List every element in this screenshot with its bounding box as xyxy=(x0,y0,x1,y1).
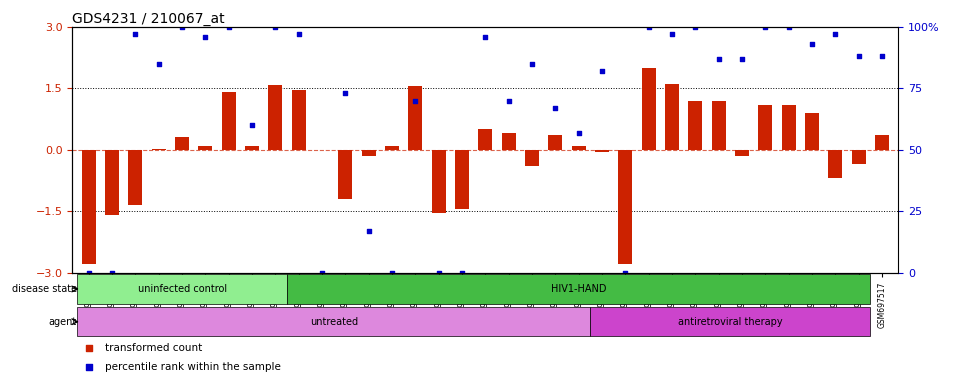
Point xyxy=(781,24,796,30)
Bar xyxy=(665,84,679,150)
Text: uninfected control: uninfected control xyxy=(137,284,227,294)
Point xyxy=(628,267,643,273)
Point xyxy=(711,56,726,62)
Point xyxy=(198,34,213,40)
Bar xyxy=(689,101,702,150)
Bar xyxy=(712,101,725,150)
Point xyxy=(175,24,190,30)
Bar xyxy=(409,86,422,150)
FancyBboxPatch shape xyxy=(77,307,590,336)
Bar xyxy=(361,150,376,156)
Bar xyxy=(501,133,516,150)
Point xyxy=(665,31,680,37)
Bar xyxy=(198,146,213,150)
Point xyxy=(244,122,260,128)
Bar xyxy=(128,150,142,205)
Point xyxy=(641,24,657,30)
Point xyxy=(221,24,237,30)
Point xyxy=(314,270,329,276)
Text: disease state: disease state xyxy=(12,284,77,294)
Point xyxy=(431,270,446,276)
Point xyxy=(361,228,377,234)
Bar xyxy=(245,146,259,150)
Text: transformed count: transformed count xyxy=(105,343,203,353)
Bar xyxy=(526,150,539,166)
Bar xyxy=(175,137,189,150)
Bar xyxy=(641,68,656,150)
Bar xyxy=(152,149,166,150)
Point xyxy=(851,53,867,60)
Point xyxy=(81,270,97,276)
Bar xyxy=(269,85,282,150)
Bar xyxy=(292,90,306,150)
Bar xyxy=(478,129,493,150)
Bar xyxy=(781,105,796,150)
Point xyxy=(128,31,143,37)
Point xyxy=(268,24,283,30)
Bar xyxy=(338,150,353,199)
Point xyxy=(548,105,563,111)
Point xyxy=(571,129,586,136)
Text: antiretroviral therapy: antiretroviral therapy xyxy=(678,317,782,327)
Text: percentile rank within the sample: percentile rank within the sample xyxy=(105,362,281,372)
Bar xyxy=(105,150,119,215)
Point xyxy=(384,270,400,276)
Point xyxy=(805,41,820,47)
Bar xyxy=(595,150,610,152)
Bar xyxy=(549,136,562,150)
Point xyxy=(525,61,540,67)
Bar xyxy=(455,150,469,209)
Point xyxy=(501,98,517,104)
Bar xyxy=(385,146,399,150)
Point xyxy=(828,31,843,37)
Point xyxy=(291,31,306,37)
Text: HIV1-HAND: HIV1-HAND xyxy=(551,284,607,294)
Bar xyxy=(222,93,236,150)
Point xyxy=(104,270,120,276)
Bar xyxy=(432,150,445,213)
Bar xyxy=(829,150,842,179)
Bar xyxy=(805,113,819,150)
Bar xyxy=(758,105,773,150)
FancyBboxPatch shape xyxy=(287,274,870,304)
Point xyxy=(628,94,643,100)
Point xyxy=(874,53,890,60)
FancyBboxPatch shape xyxy=(590,307,870,336)
Bar xyxy=(875,136,889,150)
Bar xyxy=(852,150,866,164)
Point xyxy=(151,61,166,67)
Point xyxy=(617,270,633,276)
Point xyxy=(757,24,773,30)
FancyBboxPatch shape xyxy=(77,274,287,304)
Bar xyxy=(572,146,585,150)
Bar xyxy=(735,150,749,156)
Point xyxy=(408,98,423,104)
Point xyxy=(477,34,493,40)
Bar xyxy=(618,150,633,265)
Bar xyxy=(82,150,96,265)
Text: untreated: untreated xyxy=(310,317,357,327)
Point xyxy=(338,90,354,96)
Point xyxy=(594,68,610,74)
Text: agent: agent xyxy=(49,317,77,327)
Point xyxy=(454,270,469,276)
Point xyxy=(734,56,750,62)
Text: GDS4231 / 210067_at: GDS4231 / 210067_at xyxy=(72,12,225,26)
Point xyxy=(688,24,703,30)
